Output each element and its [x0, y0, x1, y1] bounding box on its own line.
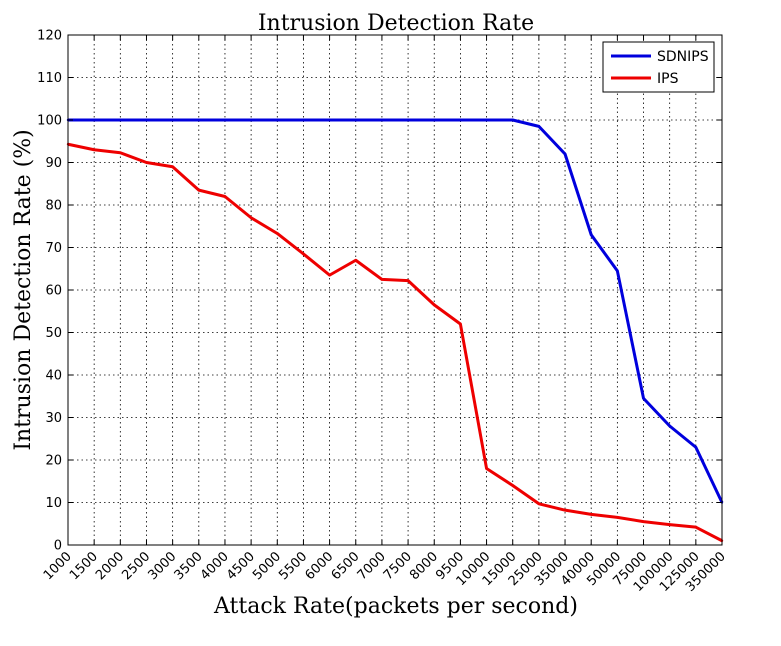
data-point-ips: [380, 278, 384, 281]
data-point-sdnips: [590, 233, 593, 236]
data-point-sdnips: [328, 118, 331, 122]
data-point-sdnips: [249, 118, 253, 122]
data-point-sdnips: [406, 118, 410, 122]
data-point-ips: [590, 513, 593, 516]
y-axis-ticks: 0 10 20 30 40 50 60 70 80 90 100 110 120: [37, 29, 722, 554]
data-point-sdnips: [433, 118, 436, 122]
y-tick-label: 10: [45, 496, 62, 511]
data-point-ips: [223, 195, 227, 198]
y-tick-label: 30: [45, 411, 62, 426]
series-layer: [66, 118, 724, 543]
data-point-ips: [145, 161, 148, 164]
data-point-sdnips: [171, 118, 174, 122]
data-point-ips: [249, 216, 253, 219]
data-point-ips: [511, 484, 514, 487]
y-tick-label: 120: [37, 29, 62, 44]
x-tick-label: 6000: [302, 549, 336, 583]
data-point-sdnips: [380, 118, 384, 122]
data-point-ips: [642, 520, 645, 523]
data-point-ips: [92, 148, 96, 151]
y-axis-label: Intrusion Detection Rate (%): [11, 129, 36, 450]
data-point-sdnips: [119, 118, 122, 122]
y-tick-label: 50: [45, 326, 62, 341]
y-tick-label: 40: [45, 369, 62, 384]
data-point-sdnips: [197, 118, 200, 122]
x-tick-label: 2500: [119, 549, 153, 583]
data-point-sdnips: [642, 397, 645, 400]
data-point-sdnips: [485, 118, 488, 122]
data-point-ips: [406, 279, 410, 282]
data-point-ips: [119, 151, 122, 154]
data-point-sdnips: [616, 269, 619, 273]
chart-title: Intrusion Detection Rate: [258, 11, 534, 36]
data-point-ips: [328, 273, 331, 277]
series-line-sdnips: [68, 118, 724, 504]
x-tick-label: 3000: [145, 549, 179, 583]
data-point-sdnips: [276, 118, 279, 122]
x-tick-label: 2000: [93, 549, 127, 583]
legend: SDNIPS IPS: [602, 41, 715, 93]
y-tick-label: 80: [45, 199, 62, 214]
data-point-ips: [668, 523, 671, 526]
y-tick-label: 70: [45, 241, 62, 256]
legend-box: [602, 41, 715, 93]
x-tick-label: 1000: [41, 549, 75, 583]
series-line-ips: [67, 142, 723, 543]
data-point-sdnips: [537, 125, 541, 128]
data-point-sdnips: [223, 118, 227, 122]
data-point-sdnips: [694, 446, 698, 449]
x-axis-label: Attack Rate(packets per second): [213, 594, 578, 619]
data-point-ips: [354, 259, 357, 262]
x-tick-label: 5000: [250, 549, 284, 583]
y-tick-label: 0: [54, 539, 62, 554]
y-tick-label: 90: [45, 156, 62, 171]
x-tick-label: 4000: [198, 549, 232, 583]
data-point-sdnips: [302, 118, 305, 122]
legend-label-ips: IPS: [657, 71, 679, 87]
data-point-ips: [197, 188, 200, 192]
legend-label-sdnips: SDNIPS: [657, 49, 709, 65]
x-tick-label: 8000: [407, 549, 441, 583]
data-point-ips: [485, 467, 488, 470]
data-point-sdnips: [511, 118, 514, 122]
data-point-sdnips: [145, 118, 148, 122]
data-point-ips: [694, 525, 698, 529]
data-point-ips: [616, 516, 619, 519]
x-tick-label: 6500: [329, 549, 363, 583]
data-point-ips: [302, 252, 305, 256]
x-tick-label: 4500: [224, 549, 258, 583]
y-tick-label: 100: [37, 114, 62, 129]
data-point-ips: [171, 165, 174, 168]
data-point-sdnips: [668, 424, 671, 428]
y-tick-label: 20: [45, 454, 62, 469]
x-tick-label: 7000: [355, 549, 389, 583]
grid: [67, 34, 723, 546]
data-point-ips: [433, 303, 436, 307]
data-point-ips: [563, 508, 567, 512]
x-tick-label: 7500: [381, 549, 415, 583]
plot-frame: [67, 34, 723, 546]
x-tick-label: 5500: [276, 549, 310, 583]
x-tick-label: 3500: [172, 549, 206, 583]
data-point-ips: [537, 502, 541, 505]
data-point-ips: [276, 232, 279, 235]
x-tick-label: 1500: [67, 549, 101, 583]
data-point-sdnips: [92, 118, 96, 122]
data-point-sdnips: [563, 152, 567, 156]
data-point-ips: [459, 322, 462, 326]
data-point-sdnips: [459, 118, 462, 122]
y-tick-label: 60: [45, 284, 62, 299]
y-tick-label: 110: [37, 71, 62, 86]
data-point-sdnips: [354, 118, 357, 122]
